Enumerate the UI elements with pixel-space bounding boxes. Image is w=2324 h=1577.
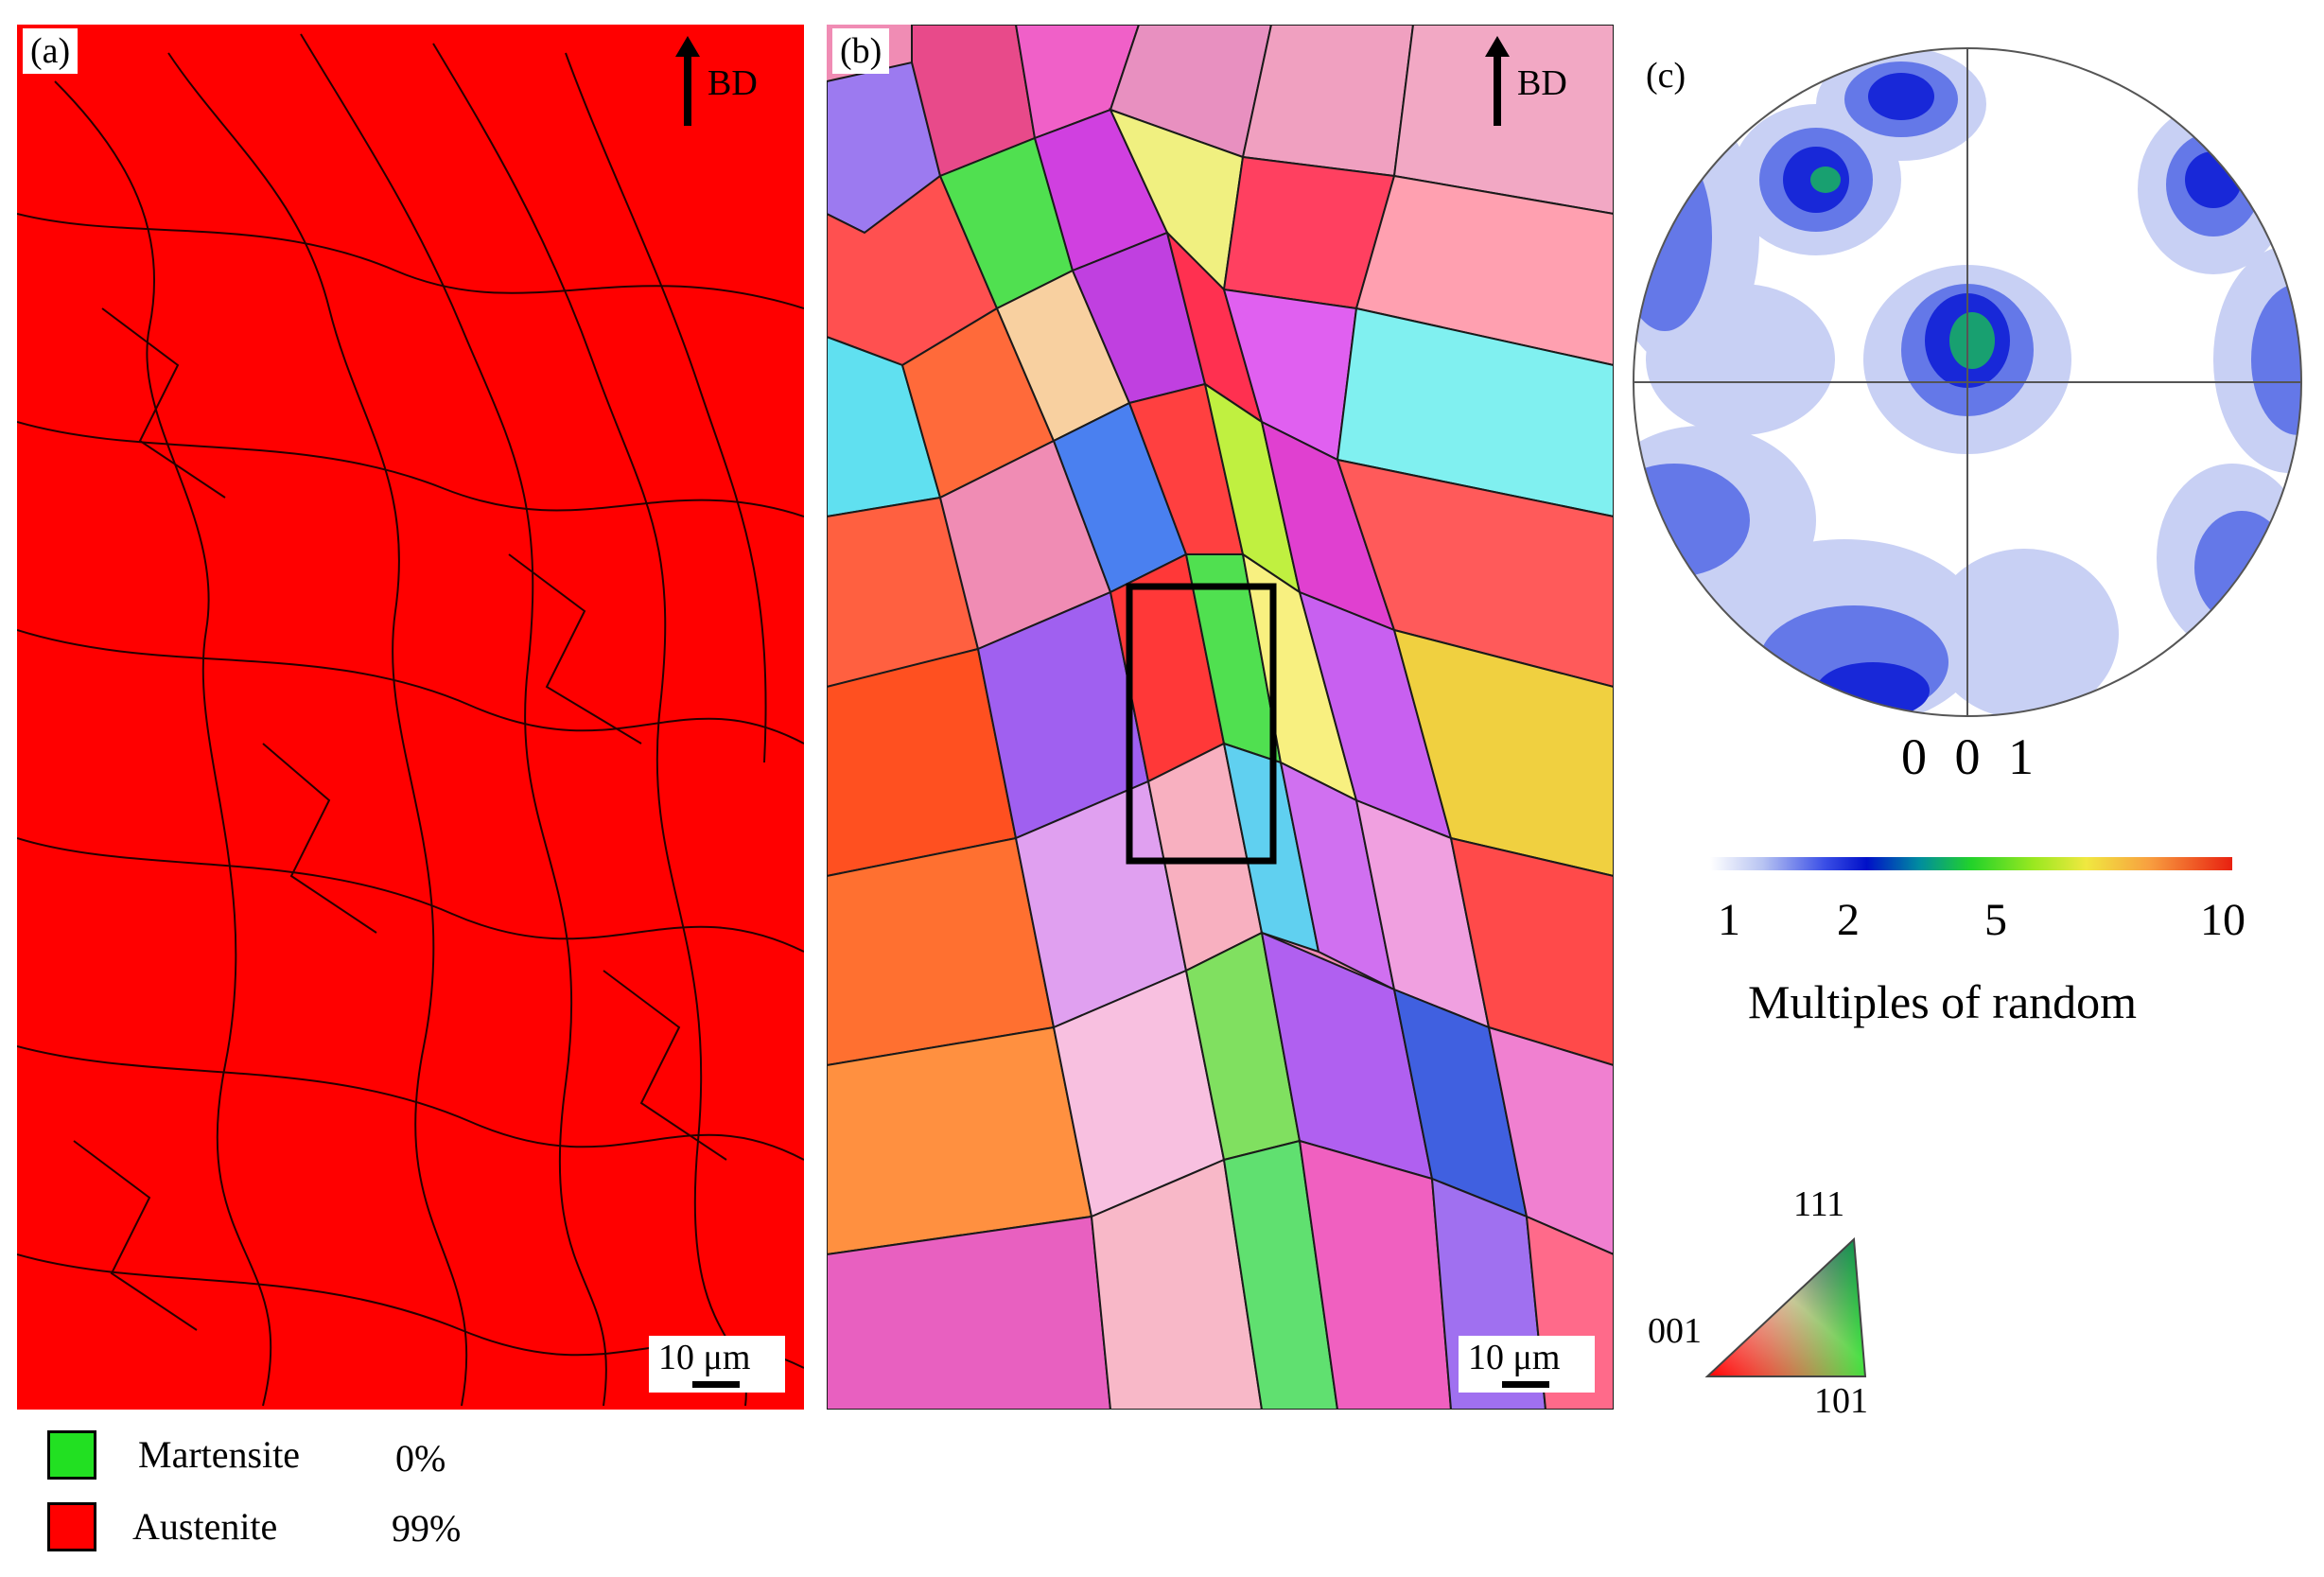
ipf-corner-101: 101 <box>1814 1381 1868 1421</box>
pole-figure-label: 0 0 1 <box>1901 728 2041 785</box>
grain-boundary-network <box>17 33 804 1407</box>
region-of-interest-box <box>1126 583 1277 865</box>
pole-figure <box>1633 47 2302 717</box>
colorbar-title: Multiples of random <box>1748 975 2138 1028</box>
panel-a-label: (a) <box>23 28 79 74</box>
panel-b-label: (b) <box>832 28 890 74</box>
austenite-value: 99% <box>392 1507 462 1550</box>
scale-bar-label: 10 μm <box>658 1338 751 1377</box>
scale-bar: 10 μm <box>649 1336 785 1393</box>
colorbar-tick: 2 <box>1837 895 1860 945</box>
panel-c-label: (c) <box>1646 56 1686 96</box>
mrd-colorbar <box>1710 857 2232 870</box>
ipf-corner-001: 001 <box>1648 1311 1702 1351</box>
build-direction-indicator: BD <box>1479 36 1612 131</box>
up-arrow-icon <box>675 36 700 126</box>
scale-bar: 10 μm <box>1459 1336 1595 1393</box>
build-direction-label: BD <box>1517 63 1567 103</box>
martensite-label: Martensite <box>138 1433 301 1476</box>
austenite-label: Austenite <box>132 1505 278 1548</box>
build-direction-label: BD <box>708 63 758 103</box>
scale-bar-line <box>1502 1381 1549 1388</box>
build-direction-indicator: BD <box>670 36 802 131</box>
colorbar-tick: 10 <box>2200 895 2245 945</box>
colorbar-tick: 1 <box>1718 895 1740 945</box>
ipf-map-panel: (b) BD 10 μm <box>827 25 1614 1410</box>
scale-bar-line <box>692 1381 740 1388</box>
phase-map-panel: (a) BD 10 μm <box>17 25 804 1410</box>
ipf-corner-111: 111 <box>1793 1184 1845 1224</box>
ipf-color-key <box>1704 1236 1867 1377</box>
orientation-grain-map <box>827 25 1614 1410</box>
martensite-value: 0% <box>395 1437 446 1480</box>
martensite-swatch <box>47 1430 96 1480</box>
colorbar-tick: 5 <box>1984 895 2007 945</box>
austenite-swatch <box>47 1502 96 1551</box>
scale-bar-label: 10 μm <box>1468 1338 1561 1377</box>
up-arrow-icon <box>1485 36 1510 126</box>
